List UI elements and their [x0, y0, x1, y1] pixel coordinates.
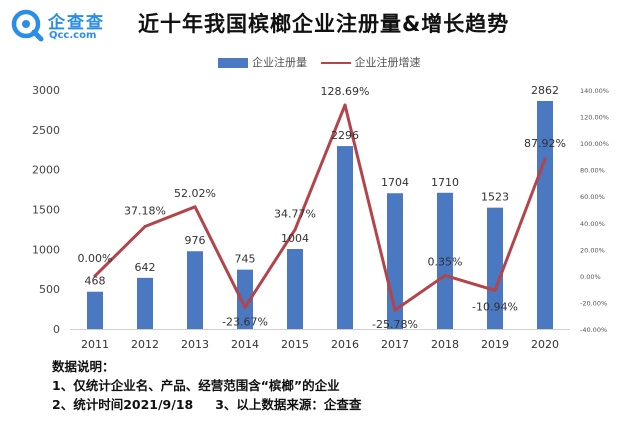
legend-item-bar: 企业注册量	[218, 54, 307, 70]
y-left-tick-label: 2000	[32, 164, 60, 177]
bar	[537, 100, 553, 329]
bar-data-label: 745	[235, 253, 256, 266]
y-left-tick-label: 1500	[32, 204, 60, 217]
y-right-tick-label: 140.00%	[580, 87, 609, 95]
x-tick-label: 2014	[231, 338, 259, 351]
bar	[487, 207, 503, 329]
line-data-label: 128.69%	[321, 85, 370, 98]
chart-legend: 企业注册量 企业注册增速	[218, 54, 431, 70]
line-data-label: -10.94%	[472, 300, 518, 313]
bar-data-label: 642	[135, 261, 156, 274]
y-left-tick-label: 3000	[32, 84, 60, 97]
line-data-label: 34.77%	[274, 208, 316, 221]
line-data-label: 37.18%	[124, 205, 166, 218]
y-right-tick-label: 60.00%	[580, 193, 605, 201]
notes-line-2a: 2、统计时间2021/9/18	[52, 397, 194, 412]
notes-line-2b: 3、以上数据来源：企查查	[215, 397, 362, 412]
bar	[87, 291, 103, 329]
brand-name: 企查查	[48, 13, 105, 33]
line-data-label: 0.35%	[428, 255, 463, 268]
bar-data-label: 1710	[431, 176, 459, 189]
growth-point	[243, 305, 247, 309]
growth-point	[493, 288, 497, 292]
chart-title: 近十年我国槟榔企业注册量&增长趋势	[138, 12, 510, 36]
bar-data-label: 976	[185, 234, 206, 247]
bar-data-label: 1004	[281, 232, 309, 245]
legend-item-line: 企业注册增速	[320, 54, 421, 70]
bar	[287, 249, 303, 329]
qcc-logo-icon	[11, 9, 44, 42]
x-tick-label: 2016	[331, 338, 359, 351]
growth-point	[393, 308, 397, 312]
growth-point	[143, 225, 147, 229]
legend-label-bar: 企业注册量	[252, 56, 307, 69]
bar-data-label: 1523	[481, 191, 509, 204]
x-tick-label: 2012	[131, 338, 159, 351]
line-data-label: 52.02%	[174, 187, 216, 200]
growth-point	[193, 205, 197, 209]
growth-point	[443, 273, 447, 277]
notes-line-1: 1、仅统计企业名、产品、经营范围含“槟榔”的企业	[52, 378, 340, 393]
x-tick-label: 2020	[531, 338, 559, 351]
y-right-tick-label: 40.00%	[580, 220, 605, 228]
growth-line	[93, 103, 547, 312]
bar	[137, 277, 153, 329]
growth-point	[293, 228, 297, 232]
x-tick-label: 2019	[481, 338, 509, 351]
brand-url: Qcc.com	[49, 30, 97, 41]
y-left-tick-label: 0	[53, 323, 60, 336]
line-data-label: 0.00%	[78, 252, 113, 265]
y-left-tick-label: 1000	[32, 243, 60, 256]
y-right-tick-label: 120.00%	[580, 114, 609, 122]
growth-point	[543, 157, 547, 161]
bar-data-label: 2862	[531, 84, 559, 97]
y-right-tick-label: 20.00%	[580, 246, 605, 254]
legend-swatch-line	[320, 62, 351, 64]
line-data-label: -25.78%	[372, 318, 418, 331]
y-right-tick-label: 0.00%	[580, 273, 601, 281]
bar	[187, 251, 203, 329]
bar-data-label: 468	[85, 275, 106, 288]
bar	[237, 269, 253, 329]
bar	[437, 192, 453, 329]
data-notes: 数据说明： 1、仅统计企业名、产品、经营范围含“槟榔”的企业 2、统计时间202…	[52, 357, 361, 414]
legend-swatch-bar	[218, 58, 248, 68]
notes-line-2: 2、统计时间2021/9/18 3、以上数据来源：企查查	[52, 395, 361, 414]
x-tick-label: 2013	[181, 338, 209, 351]
y-right-tick-label: 100.00%	[580, 140, 609, 148]
line-data-label: 87.92%	[524, 137, 566, 150]
x-tick-label: 2015	[281, 338, 309, 351]
line-data-label: -23.67%	[222, 315, 268, 328]
bar	[337, 146, 353, 329]
legend-label-line: 企业注册增速	[354, 56, 421, 69]
notes-heading: 数据说明：	[52, 359, 115, 374]
y-left-tick-label: 2500	[32, 124, 60, 137]
y-right-tick-label: 80.00%	[580, 167, 605, 175]
x-tick-label: 2011	[81, 338, 109, 351]
bar-data-label: 2296	[331, 129, 359, 142]
bar-data-label: 1704	[381, 176, 409, 189]
y-left-tick-label: 500	[39, 283, 60, 296]
x-tick-label: 2017	[381, 338, 409, 351]
y-right-tick-label: -40.00%	[580, 326, 607, 334]
x-tick-label: 2018	[431, 338, 459, 351]
growth-point	[93, 274, 97, 278]
y-right-tick-label: -20.00%	[580, 299, 607, 307]
brand-logo: 企查查 Qcc.com	[10, 6, 128, 46]
growth-point	[343, 103, 347, 107]
